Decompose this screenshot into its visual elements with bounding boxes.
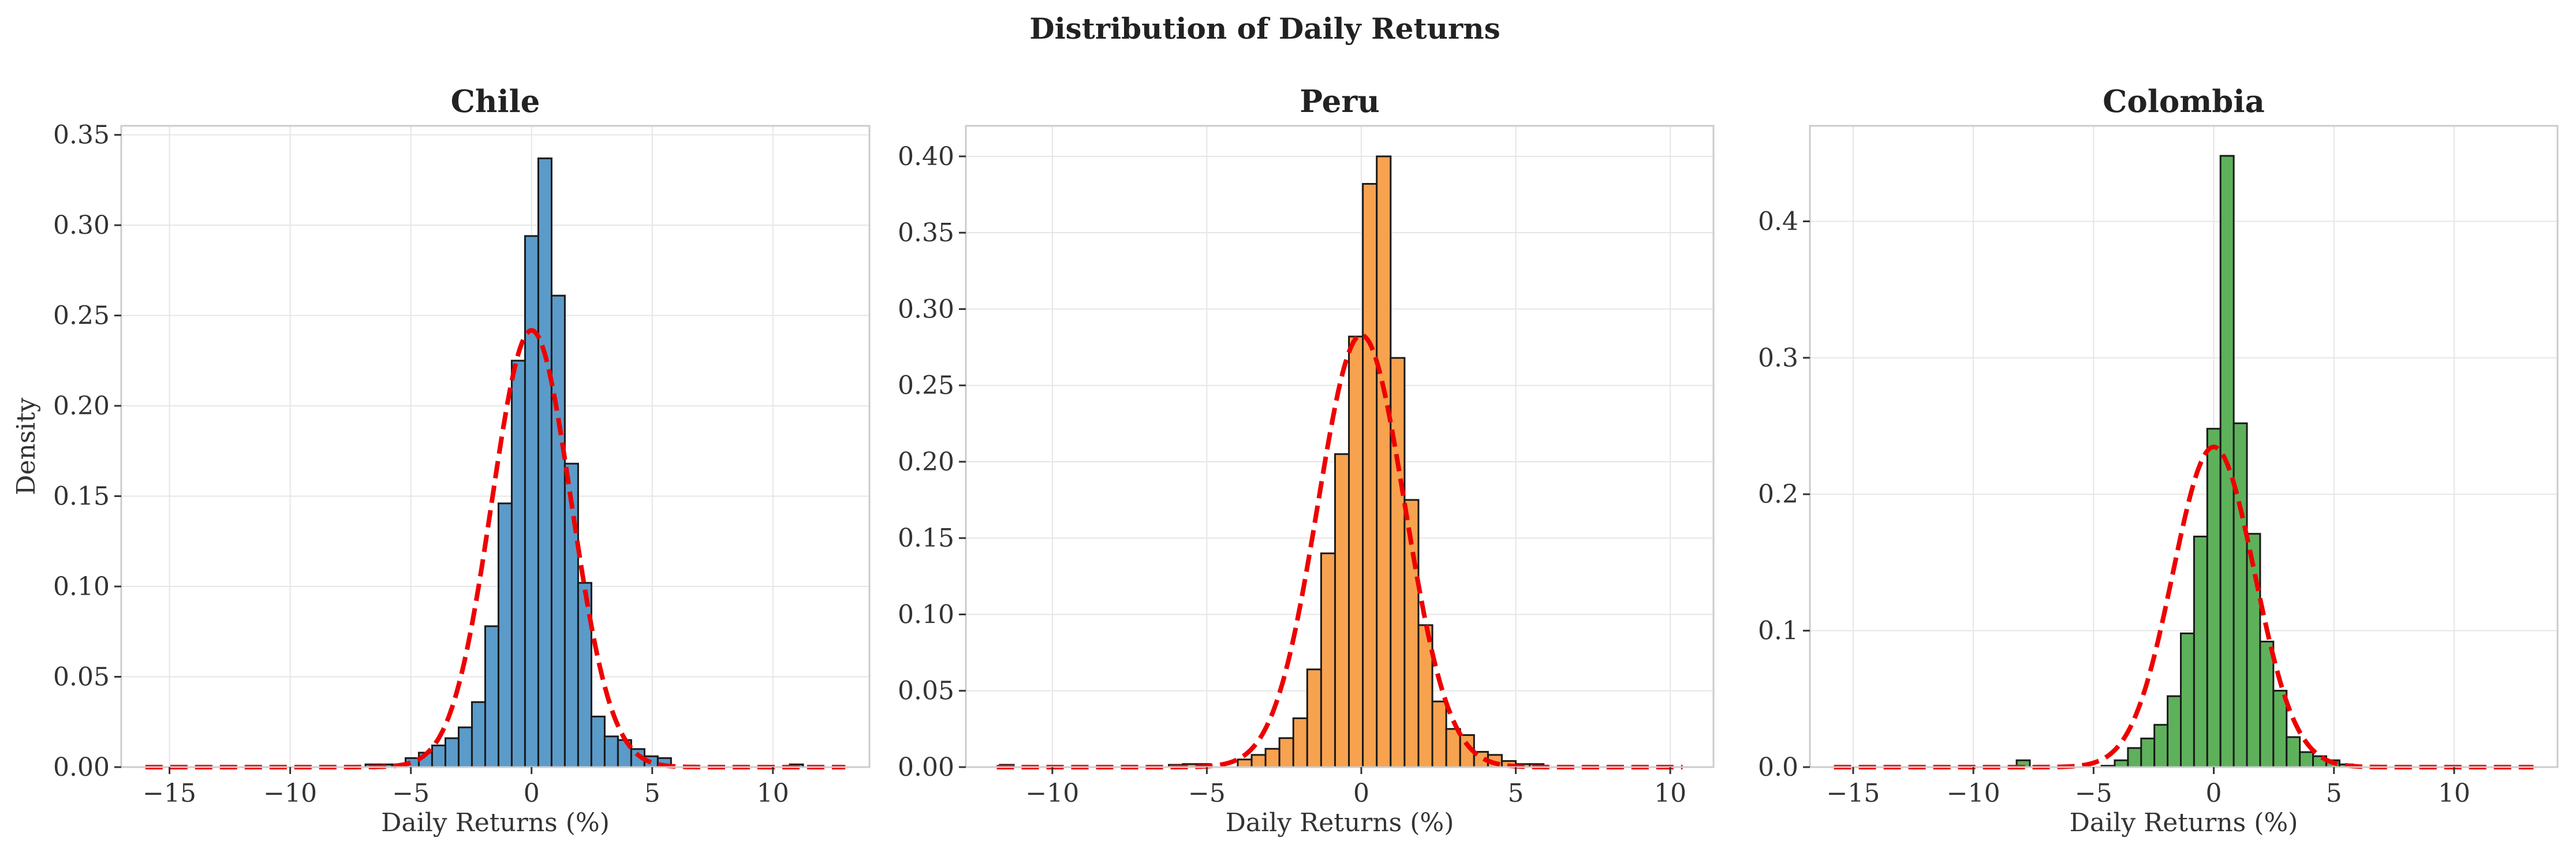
y-tick-label: 0.20 xyxy=(53,391,110,421)
histogram-bar xyxy=(577,582,592,768)
histogram-bar xyxy=(590,715,606,768)
x-tick-label: 0 xyxy=(2206,779,2222,808)
x-tick-label: −10 xyxy=(1947,779,2000,808)
y-tick-label: 0.2 xyxy=(1758,480,1798,509)
histogram-bar xyxy=(471,701,486,768)
x-tick-label: −15 xyxy=(1827,779,1880,808)
y-tick-label: 0.1 xyxy=(1758,616,1798,646)
y-tick-label: 0.3 xyxy=(1758,343,1798,373)
histogram-bar xyxy=(2259,641,2275,768)
y-tick-label: 0.25 xyxy=(898,371,954,401)
x-axis-label: Daily Returns (%) xyxy=(381,808,610,838)
x-tick-label: −10 xyxy=(1025,779,1079,808)
y-tick-label: 0.0 xyxy=(1758,753,1798,782)
histogram-bar xyxy=(1376,155,1392,768)
y-tick-label: 0.15 xyxy=(53,482,110,511)
histogram-bar xyxy=(2286,736,2301,768)
x-tick-label: 5 xyxy=(644,779,660,808)
normal-fit-curve xyxy=(145,328,846,769)
y-tick-label: 0.00 xyxy=(53,753,110,782)
panel-3: −15 −10 −5 0 5 10 0.0 0.1 0.2 0.3 0.4 Colombia Daily… xyxy=(1758,84,2559,838)
histogram-bar xyxy=(550,294,566,768)
panel-title: Chile xyxy=(451,84,540,119)
histogram-bar xyxy=(537,157,552,768)
panel-2: −10 −5 0 5 10 0.00 0.05 0.10 0.15 0.20 0.25 0.30 0.3… xyxy=(898,84,1715,838)
histogram-bar xyxy=(2232,422,2248,768)
histogram-bar xyxy=(2127,747,2142,768)
y-tick-label: 0.40 xyxy=(898,142,954,171)
histogram-bar xyxy=(431,744,446,768)
axes-frame xyxy=(1809,125,2559,768)
y-tick-label: 0.10 xyxy=(53,572,110,601)
x-tick-label: −10 xyxy=(263,779,317,808)
y-tick-label: 0.35 xyxy=(898,218,954,248)
histogram-bar xyxy=(510,360,526,768)
x-tick-label: 10 xyxy=(1654,779,1686,808)
x-tick-label: 5 xyxy=(2326,779,2342,808)
histogram-bar xyxy=(1362,183,1378,768)
y-tick-label: 0.15 xyxy=(898,524,954,553)
histogram-bar xyxy=(2206,428,2222,768)
histogram-bar xyxy=(1417,624,1433,768)
x-tick-label: −15 xyxy=(143,779,196,808)
histogram-bar xyxy=(2140,737,2156,768)
histogram-bar xyxy=(2114,759,2129,768)
histogram-bar xyxy=(563,462,579,768)
histogram-bar xyxy=(2153,724,2169,768)
histogram-bar xyxy=(1292,717,1308,768)
x-tick-label: 10 xyxy=(2438,779,2470,808)
x-tick-label: 5 xyxy=(1508,779,1524,808)
x-axis-label: Daily Returns (%) xyxy=(2070,808,2298,838)
histogram-bar xyxy=(457,726,473,768)
x-tick-label: −5 xyxy=(2075,779,2112,808)
panel-1: −15 −10 −5 0 5 10 0.00 0.05 0.10 0.15 0.20 0.25 0.30… xyxy=(12,84,871,838)
histogram-bar xyxy=(1334,453,1350,768)
y-tick-label: 0.30 xyxy=(53,211,110,240)
axes-frame xyxy=(120,125,871,768)
histogram-bar xyxy=(1237,758,1253,768)
y-tick-label: 0.25 xyxy=(53,301,110,331)
panels: −15 −10 −5 0 5 100.000.050.100.150.200.250.30… xyxy=(12,84,2559,838)
x-tick-label: −5 xyxy=(1188,779,1226,808)
y-tick-label: 0.20 xyxy=(898,447,954,477)
histogram-bar xyxy=(1250,754,1267,768)
histogram-bar xyxy=(1390,357,1406,768)
histogram-bar xyxy=(2299,751,2314,768)
histogram-bar xyxy=(524,235,539,768)
histogram-bar xyxy=(1264,747,1280,768)
histogram-bar xyxy=(1306,668,1322,768)
y-tick-label: 0.05 xyxy=(53,663,110,692)
x-tick-label: 10 xyxy=(757,779,789,808)
histogram-bar xyxy=(2180,632,2195,768)
histogram-bar xyxy=(484,625,499,768)
histogram-bar xyxy=(1278,737,1294,768)
y-tick-label: 0.30 xyxy=(898,294,954,324)
axes-frame xyxy=(965,125,1715,768)
histogram-bar xyxy=(497,502,513,768)
histogram-bar xyxy=(603,735,619,768)
histogram-bar xyxy=(2246,533,2261,768)
y-tick-label: 0.05 xyxy=(898,676,954,706)
x-tick-label: 0 xyxy=(524,779,540,808)
histogram-bar xyxy=(1431,700,1447,768)
x-tick-label: 0 xyxy=(1353,779,1369,808)
histogram-bar xyxy=(444,737,460,768)
histogram-bar xyxy=(1320,552,1336,768)
panel-title: Colombia xyxy=(2103,84,2265,119)
x-axis-label: Daily Returns (%) xyxy=(1226,808,1454,838)
panel-title: Peru xyxy=(1300,84,1380,119)
histogram-bar xyxy=(2167,695,2182,768)
histogram-bar xyxy=(1348,335,1364,768)
y-axis-label: Density xyxy=(12,398,41,495)
x-tick-label: −5 xyxy=(392,779,430,808)
y-tick-label: 0.35 xyxy=(53,121,110,150)
y-tick-label: 0.4 xyxy=(1758,207,1798,236)
y-tick-label: 0.00 xyxy=(898,753,954,782)
y-tick-label: 0.10 xyxy=(898,600,954,629)
figure-title: Distribution of Daily Returns xyxy=(1029,12,1500,46)
histogram-bar xyxy=(2193,536,2208,768)
